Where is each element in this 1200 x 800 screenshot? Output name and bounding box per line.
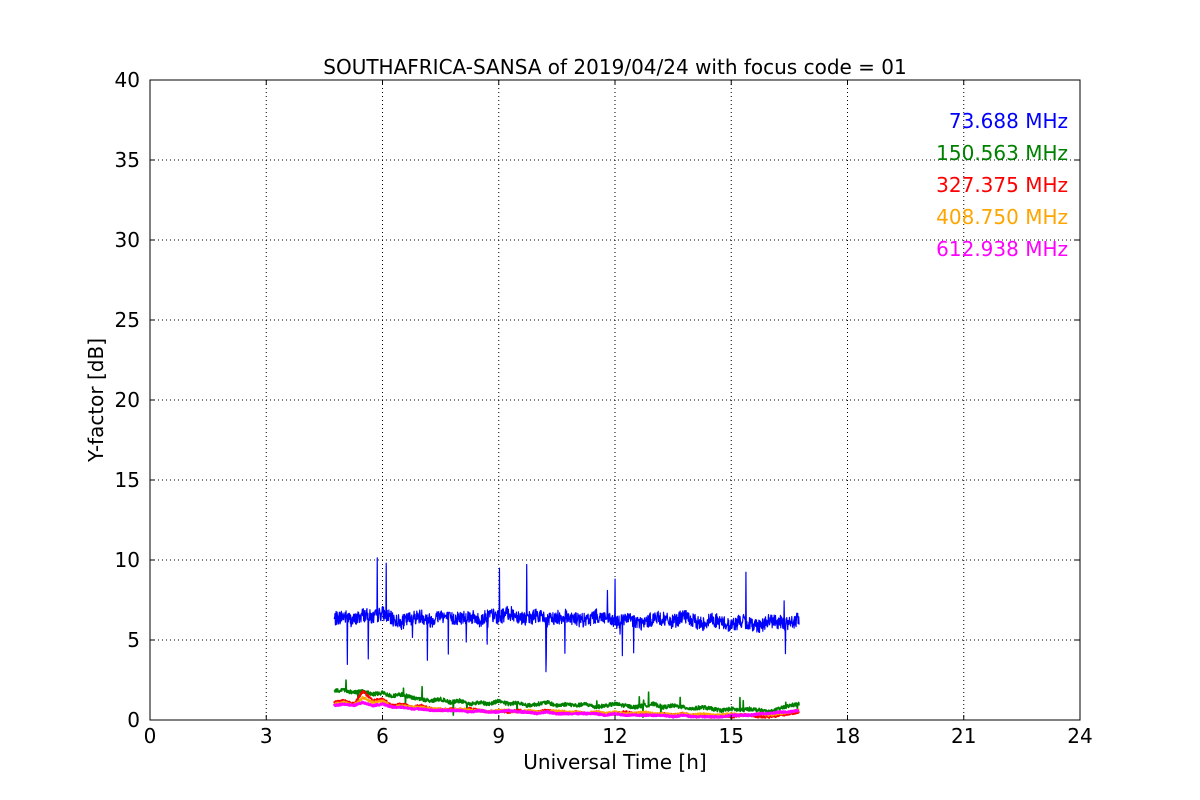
chart-title: SOUTHAFRICA-SANSA of 2019/04/24 with foc…	[323, 55, 907, 79]
y-tick-label: 10	[115, 548, 140, 572]
legend-entry: 408.750 MHz	[936, 205, 1068, 229]
legend: 73.688 MHz 150.563 MHz 327.375 MHz 408.750 …	[936, 109, 1068, 261]
x-tick-label: 21	[951, 724, 976, 748]
axis-ticks	[149, 79, 1081, 721]
grid-lines	[150, 80, 1080, 720]
y-tick-label: 25	[115, 308, 140, 332]
data-series	[332, 557, 800, 719]
series-line	[333, 557, 800, 673]
x-axis-label: Universal Time [h]	[523, 750, 706, 774]
y-tick-labels: 0 5 10 15 20 25 30 35 40	[115, 68, 140, 732]
x-tick-label: 24	[1067, 724, 1092, 748]
legend-entry: 612.938 MHz	[936, 237, 1068, 261]
x-tick-label: 0	[144, 724, 157, 748]
series-line	[332, 700, 800, 719]
x-tick-label: 9	[492, 724, 505, 748]
y-tick-label: 15	[115, 468, 140, 492]
y-tick-label: 20	[115, 388, 140, 412]
x-tick-label: 15	[719, 724, 744, 748]
x-tick-label: 3	[260, 724, 273, 748]
x-tick-labels: 0 3 6 9 12 15 18 21 24	[144, 724, 1093, 748]
x-tick-label: 6	[376, 724, 389, 748]
y-tick-label: 35	[115, 148, 140, 172]
legend-entry: 150.563 MHz	[936, 141, 1068, 165]
y-tick-label: 0	[127, 708, 140, 732]
y-tick-label: 40	[115, 68, 140, 92]
x-tick-label: 12	[602, 724, 627, 748]
y-tick-label: 30	[115, 228, 140, 252]
x-tick-label: 18	[835, 724, 860, 748]
y-axis-label: Y-factor [dB]	[84, 338, 108, 463]
y-tick-label: 5	[127, 628, 140, 652]
series-line	[333, 679, 800, 719]
legend-entry: 73.688 MHz	[949, 109, 1068, 133]
legend-entry: 327.375 MHz	[936, 173, 1068, 197]
